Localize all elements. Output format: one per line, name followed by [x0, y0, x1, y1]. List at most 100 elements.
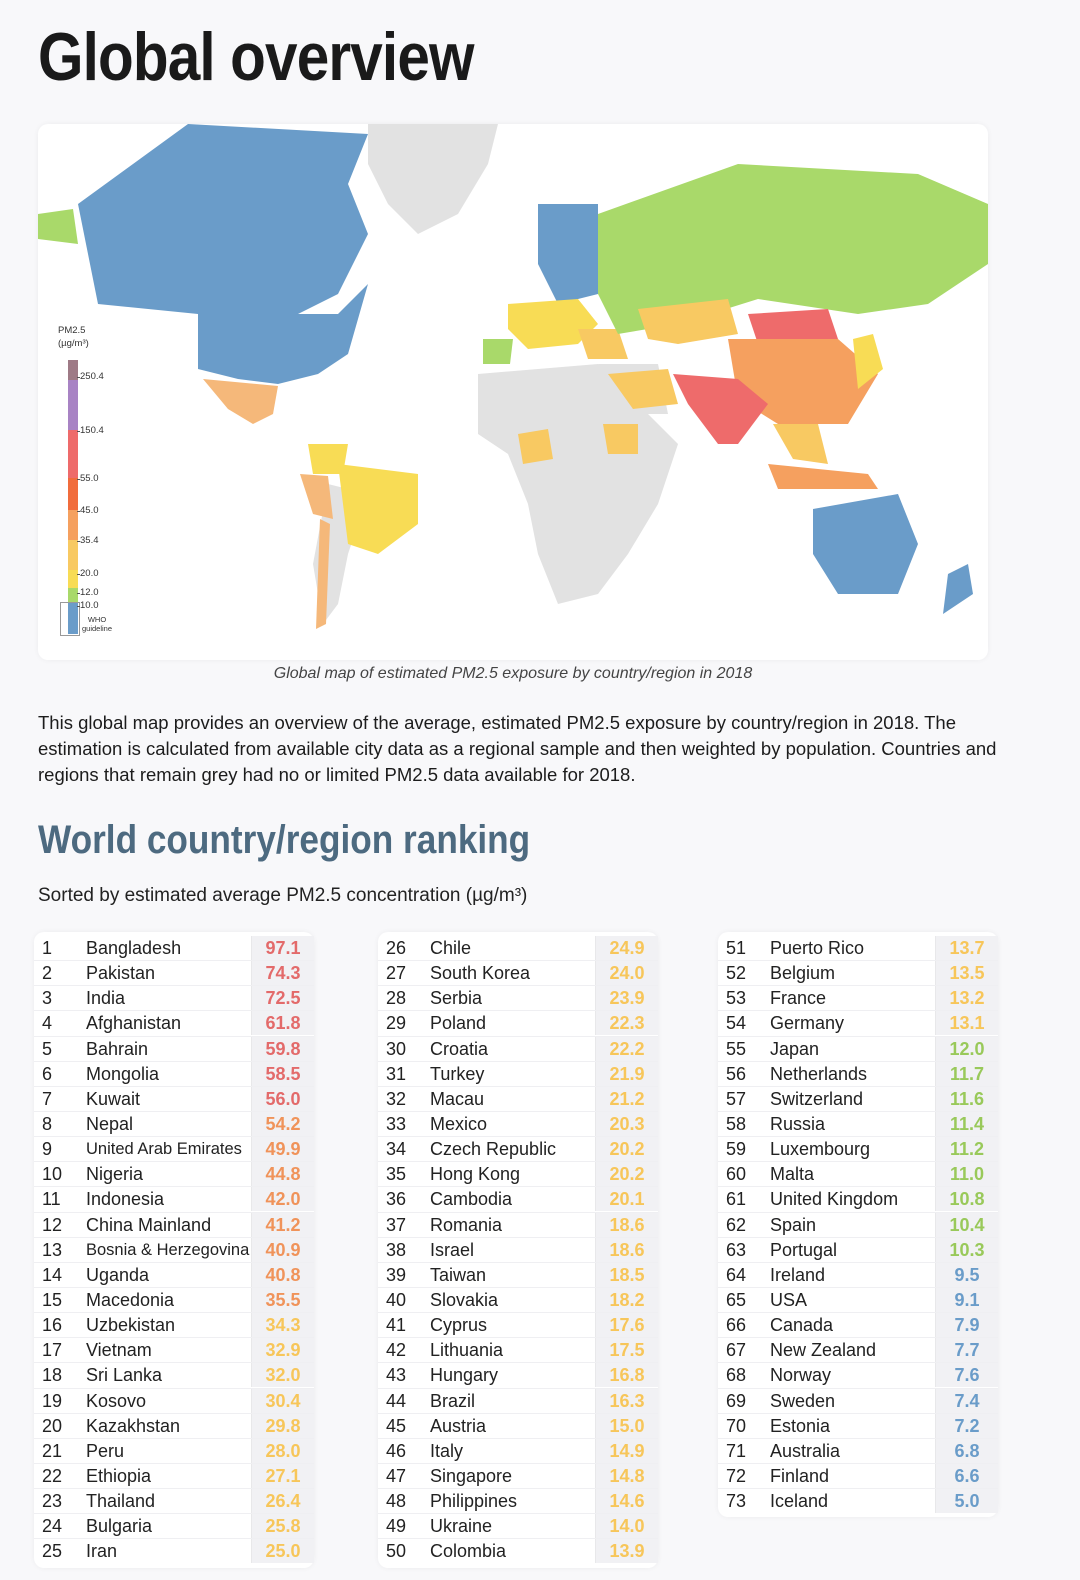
country-name: Bulgaria: [86, 1516, 153, 1537]
legend-band-sensitive: [68, 510, 78, 540]
table-row: 29 Poland 22.3: [378, 1011, 658, 1037]
rank-number: 23: [42, 1491, 63, 1512]
table-row: 14 Uganda 40.8: [34, 1262, 314, 1288]
legend-title: PM2.5 (µg/m³): [58, 324, 89, 350]
country-name: France: [770, 988, 827, 1009]
pm25-value: 24.9: [595, 936, 658, 960]
rank-number: 19: [42, 1390, 63, 1411]
pm25-value: 7.6: [935, 1363, 998, 1388]
pm25-value: 14.0: [595, 1514, 658, 1539]
table-row: 1 Bangladesh 97.1: [34, 936, 314, 962]
table-row: 64 Ireland 9.5: [718, 1262, 998, 1288]
rank-number: 18: [42, 1365, 63, 1386]
table-row: 43 Hungary 16.8: [378, 1363, 658, 1389]
table-row: 50 Colombia 13.9: [378, 1539, 658, 1564]
table-row: 26 Chile 24.9: [378, 936, 658, 962]
country-name: India: [86, 988, 126, 1009]
rank-number: 3: [42, 988, 53, 1009]
table-row: 17 Vietnam 32.9: [34, 1338, 314, 1364]
mongolia-region: [748, 309, 838, 344]
rank-number: 34: [386, 1139, 407, 1160]
pm25-value: 54.2: [251, 1111, 314, 1136]
country-name: Sweden: [770, 1390, 836, 1411]
table-row: 18 Sri Lanka 32.0: [34, 1363, 314, 1389]
legend-who-label: WHO guideline: [82, 615, 112, 633]
pm25-value: 34.3: [251, 1313, 314, 1338]
table-row: 40 Slovakia 18.2: [378, 1287, 658, 1314]
table-row: 66 Canada 7.9: [718, 1313, 998, 1339]
pm25-value: 17.5: [595, 1338, 658, 1363]
country-name: Lithuania: [430, 1340, 504, 1361]
pm25-value: 30.4: [251, 1388, 314, 1413]
country-name: Slovakia: [430, 1289, 499, 1310]
rank-number: 10: [42, 1164, 63, 1185]
country-name: Turkey: [430, 1063, 485, 1084]
table-row: 16 Uzbekistan 34.3: [34, 1313, 314, 1339]
table-row: 25 Iran 25.0: [34, 1539, 314, 1564]
country-name: Indonesia: [86, 1189, 165, 1210]
country-name: Sri Lanka: [86, 1365, 163, 1386]
europe-west-region: [508, 299, 598, 349]
pm25-value: 21.9: [595, 1061, 658, 1086]
rank-number: 72: [726, 1465, 747, 1486]
rank-number: 29: [386, 1013, 407, 1034]
table-row: 9 United Arab Emirates 49.9: [34, 1137, 314, 1163]
country-name: Bahrain: [86, 1038, 149, 1059]
rank-number: 6: [42, 1063, 53, 1084]
rank-number: 25: [42, 1541, 63, 1562]
pm25-value: 22.2: [595, 1036, 658, 1061]
rank-number: 8: [42, 1113, 53, 1134]
country-name: Macau: [430, 1088, 485, 1109]
pm25-value: 25.8: [251, 1514, 314, 1539]
pm25-value: 6.8: [935, 1438, 998, 1463]
country-name: Hong Kong: [430, 1164, 521, 1185]
country-name: Pakistan: [86, 963, 156, 984]
pm25-value: 58.5: [251, 1061, 314, 1086]
country-name: Macedonia: [86, 1289, 175, 1310]
pm25-value: 16.3: [595, 1388, 658, 1413]
pm25-value: 12.0: [935, 1036, 998, 1061]
rank-number: 64: [726, 1264, 747, 1285]
country-name: USA: [770, 1289, 808, 1310]
country-name: Czech Republic: [430, 1139, 557, 1160]
rank-number: 24: [42, 1516, 63, 1537]
country-name: Cyprus: [430, 1315, 488, 1336]
country-name: Philippines: [430, 1491, 518, 1512]
rank-number: 35: [386, 1164, 407, 1185]
table-row: 20 Kazakhstan 29.8: [34, 1413, 314, 1439]
pm25-value: 18.2: [595, 1287, 658, 1312]
rank-number: 61: [726, 1189, 747, 1210]
rank-number: 53: [726, 988, 747, 1009]
country-name: Kazakhstan: [86, 1415, 181, 1436]
rank-number: 31: [386, 1063, 407, 1084]
table-row: 21 Peru 28.0: [34, 1438, 314, 1464]
rank-number: 48: [386, 1491, 407, 1512]
country-name: Spain: [770, 1214, 817, 1235]
table-row: 68 Norway 7.6: [718, 1363, 998, 1389]
rank-number: 5: [42, 1038, 53, 1059]
rank-number: 51: [726, 938, 747, 958]
brazil-region: [338, 464, 418, 554]
usa-region: [198, 284, 368, 384]
table-row: 2 Pakistan 74.3: [34, 961, 314, 987]
rank-number: 13: [42, 1239, 63, 1260]
table-row: 45 Austria 15.0: [378, 1413, 658, 1439]
country-name: Germany: [770, 1013, 845, 1034]
world-map-card: PM2.5 (µg/m³) 250.4 150.4 55.0 45.0 35.4…: [38, 124, 988, 660]
table-row: 69 Sweden 7.4: [718, 1388, 998, 1414]
pm25-value: 10.3: [935, 1237, 998, 1262]
rank-number: 30: [386, 1038, 407, 1059]
country-name: Mexico: [430, 1113, 488, 1134]
country-name: Peru: [86, 1440, 125, 1461]
rank-number: 46: [386, 1440, 407, 1461]
colombia-region: [308, 444, 348, 474]
table-row: 73 Iceland 5.0: [718, 1489, 998, 1514]
rank-number: 59: [726, 1139, 747, 1160]
country-name: Portugal: [770, 1239, 838, 1260]
legend-tick: 250.4: [77, 371, 104, 382]
table-row: 71 Australia 6.8: [718, 1438, 998, 1464]
country-name: Iceland: [770, 1491, 829, 1512]
pm25-value: 11.4: [935, 1111, 998, 1136]
rank-number: 38: [386, 1239, 407, 1260]
rank-number: 49: [386, 1516, 407, 1537]
